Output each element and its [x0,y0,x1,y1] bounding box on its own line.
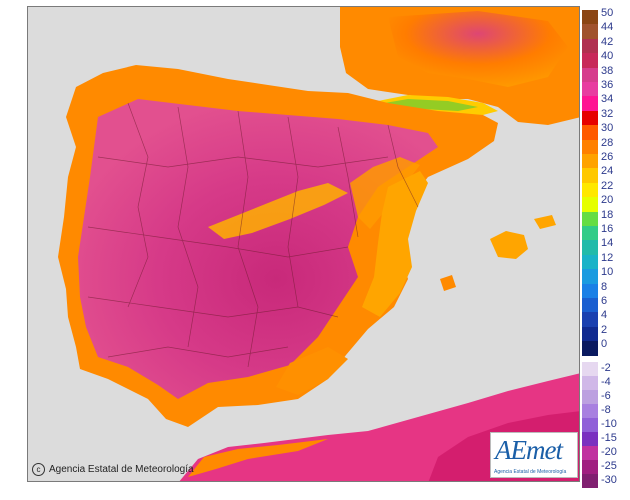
temperature-legend: 50 44 42 40 38 36 34 32 30 28 26 24 22 20 18 16 14 12 10 8 6… [582,7,626,488]
legend-tick-label: 4 [601,309,608,322]
legend-tick-label: 36 [601,79,614,91]
legend-swatch [582,226,598,241]
legend-tick-label: -25 [601,459,617,472]
province-borders [87,102,419,368]
temperature-map [27,6,580,482]
mallorca [490,231,528,259]
legend-swatch [582,125,598,140]
iberia-hot-interior [78,99,438,399]
footer-agency-text: Agencia Estatal de Meteorología [49,464,194,475]
legend-tick-label: 42 [601,35,614,48]
legend-tick-label: 2 [601,323,608,336]
legend-tick-label: 8 [601,280,608,293]
legend-swatch [582,211,598,226]
legend-swatch [582,24,598,39]
legend-swatch [582,375,598,390]
legend-swatch [582,341,598,356]
east-coast-band [362,171,428,317]
legend-tick-label: 30 [601,122,614,135]
legend-tick-label: 18 [601,208,614,221]
legend-swatch [582,417,598,432]
legend-tick-label: 28 [601,136,614,149]
legend-tick-label: 10 [601,266,614,279]
map-canvas [28,7,579,481]
legend-swatch [582,269,598,284]
legend-tick-label: -10 [601,417,617,430]
legend-swatch [582,154,598,169]
legend-tick-label: -2 [601,361,611,374]
legend-tick-label: 20 [601,194,614,207]
legend-swatch [582,10,598,25]
legend-swatch [582,431,598,446]
legend-swatch [582,38,598,54]
legend-swatch [582,361,598,376]
footer-credit: c Agencia Estatal de Meteorología [32,463,194,476]
legend-tick-label: 44 [601,21,614,34]
legend-tick-label: 0 [601,338,608,351]
legend-swatch [582,96,598,111]
legend-swatch [582,389,598,404]
legend-tick-label: 50 [601,7,614,19]
legend-swatch [582,473,598,488]
legend-tick-label: 40 [601,50,614,63]
legend-swatch [582,168,598,183]
legend-tick-label: 34 [601,93,614,106]
ibiza [440,275,456,291]
legend-tick-label: 32 [601,107,614,120]
legend-swatch [582,326,598,342]
legend-swatch [582,67,598,82]
legend-tick-label: -20 [601,445,617,458]
legend-swatch [582,82,598,97]
legend-tick-label: 26 [601,151,614,163]
legend-tick-label: 22 [601,179,614,192]
legend-swatch [582,182,598,198]
legend-swatch [582,312,598,327]
legend-swatch [582,139,598,154]
copyright-icon: c [32,463,45,476]
menorca [534,215,556,229]
iberian-ridge [350,157,420,229]
legend-tick-label: 6 [601,295,608,307]
legend-tick-label: -6 [601,389,611,402]
legend-swatch [582,403,598,418]
legend-swatch [582,298,598,313]
legend-tick-label: -15 [601,431,617,444]
aemet-logo: AEmet Agencia Estatal de Meteorología [490,432,578,478]
central-system-ridge [208,183,348,239]
legend-tick-label: 16 [601,223,614,235]
north-africa-coast [188,439,328,477]
legend-swatch [582,254,598,270]
legend-tick-label: -4 [601,375,611,388]
france-hot-zone [388,11,568,87]
legend-swatch [582,283,598,298]
logo-wordmark: AEmet [495,435,563,465]
logo-subtitle: Agencia Estatal de Meteorología [494,469,567,475]
southeast-band [276,347,348,395]
legend-tick-label: 14 [601,237,614,250]
legend-swatch [582,53,598,68]
legend-tick-label: 12 [601,251,614,264]
legend-swatch [582,110,598,126]
legend-tick-label: -8 [601,403,611,416]
legend-tick-label: 38 [601,64,614,77]
legend-tick-label: 24 [601,165,614,178]
legend-swatch [582,240,598,255]
legend-swatch [582,445,598,460]
legend-swatch [582,197,598,212]
legend-swatch [582,459,598,474]
legend-tick-label: -30 [601,473,617,486]
